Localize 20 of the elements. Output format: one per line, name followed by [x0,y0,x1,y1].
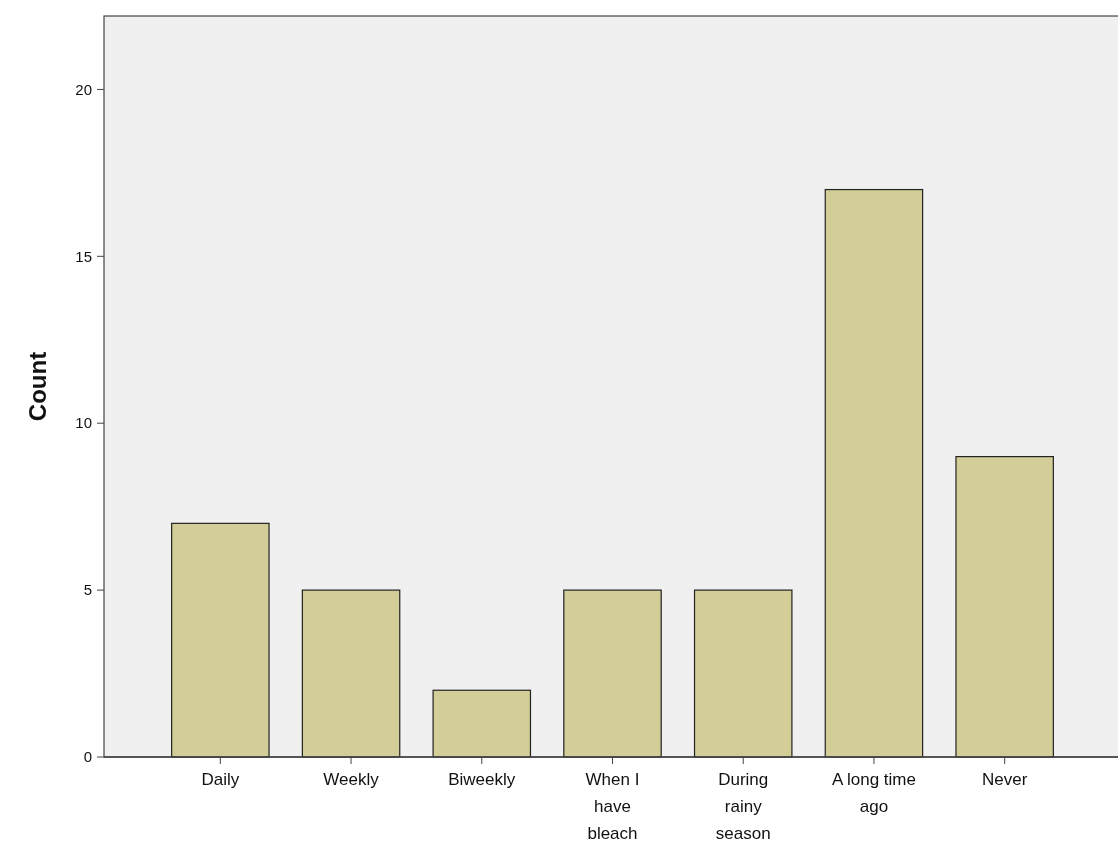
bar [563,589,662,758]
x-tick-label: Weekly [323,770,380,789]
bar [171,522,270,758]
bar [955,456,1054,758]
y-tick-label: 10 [75,414,92,432]
y-tick-label: 0 [83,748,92,766]
bar [824,188,924,758]
y-tick-label: 15 [75,247,92,265]
x-tick-label: A long time ago [831,770,916,816]
x-tick-label: Biweekly [448,770,516,789]
bar [693,589,793,758]
x-tick-label: When I have bleach [585,770,640,843]
bar [432,689,532,758]
x-tick-label: Never [981,770,1028,789]
x-tick-label: During rainy season [715,770,771,843]
y-tick-label: 5 [83,581,92,599]
x-tick-label: Daily [201,770,240,789]
bar [301,589,401,758]
y-tick-label: 20 [75,80,92,98]
y-axis-title: Count [24,351,51,422]
